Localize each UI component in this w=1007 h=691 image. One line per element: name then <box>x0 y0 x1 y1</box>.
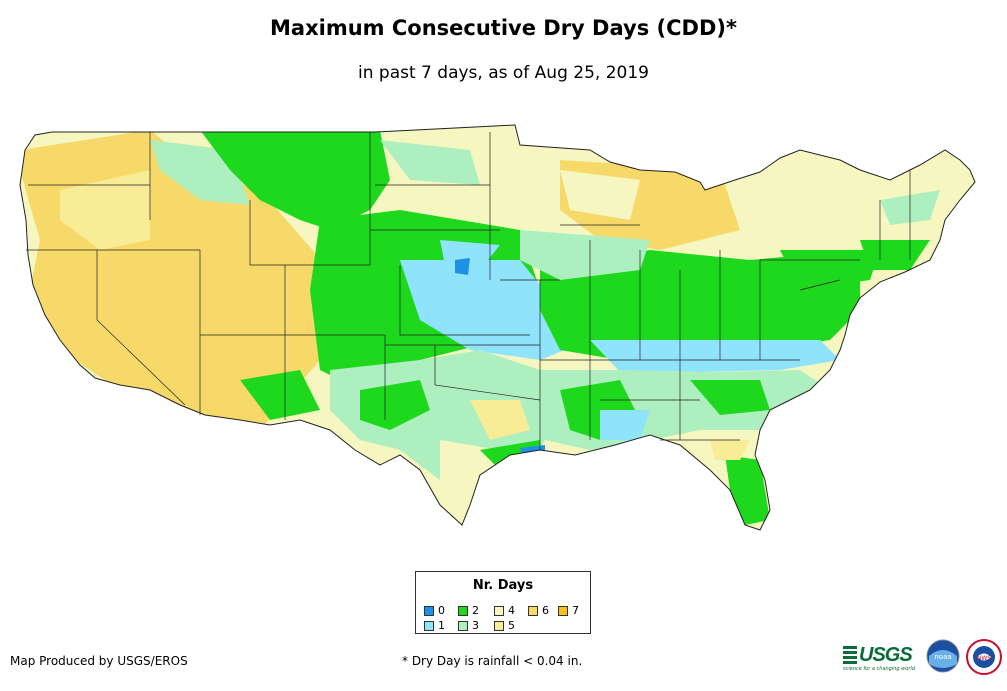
legend-swatch <box>458 605 468 616</box>
legend-label: 0 <box>438 604 445 617</box>
legend-label: 7 <box>572 604 579 617</box>
legend-item-6: 6 <box>528 604 549 617</box>
legend-item-0: 0 <box>424 604 445 617</box>
legend-item-1: 1 <box>424 619 445 632</box>
noaa-logo-text: noaa <box>934 653 951 661</box>
legend-swatch <box>424 605 434 616</box>
usgs-logo: USGS <box>843 644 913 667</box>
usgs-logo-text: USGS <box>859 644 913 666</box>
legend-item-7: 7 <box>558 604 579 617</box>
map-subtitle: in past 7 days, as of Aug 25, 2019 <box>358 63 649 83</box>
usgs-wave-icon <box>843 645 857 666</box>
legend-item-2: 2 <box>458 604 479 617</box>
noaa-logo-icon: noaa <box>926 639 960 673</box>
legend-label: 1 <box>438 619 445 632</box>
footnote-text: * Dry Day is rainfall < 0.04 in. <box>402 654 583 668</box>
legend-swatch <box>494 605 504 616</box>
legend-label: 3 <box>472 619 479 632</box>
legend-swatch <box>558 605 568 616</box>
nws-logo-icon: NWS <box>966 639 1002 675</box>
legend-item-3: 3 <box>458 619 479 632</box>
legend-swatch <box>424 620 434 631</box>
us-cdd-map <box>19 124 976 531</box>
legend-swatch <box>458 620 468 631</box>
legend-swatch <box>528 605 538 616</box>
credit-text: Map Produced by USGS/EROS <box>10 654 188 668</box>
legend-label: 6 <box>542 604 549 617</box>
legend-label: 4 <box>508 604 515 617</box>
map-title: Maximum Consecutive Dry Days (CDD)* <box>270 16 737 40</box>
legend-label: 2 <box>472 604 479 617</box>
nws-logo-text: NWS <box>977 655 991 662</box>
usgs-tagline: science for a changing world <box>843 666 915 672</box>
logo-strip: USGS science for a changing world noaa N… <box>843 638 1003 678</box>
legend-swatch <box>494 620 504 631</box>
legend-title: Nr. Days <box>472 578 534 593</box>
legend: Nr. Days 0 1 2 3 4 5 6 7 <box>415 571 591 634</box>
legend-label: 5 <box>508 619 515 632</box>
legend-item-5: 5 <box>494 619 515 632</box>
legend-item-4: 4 <box>494 604 515 617</box>
